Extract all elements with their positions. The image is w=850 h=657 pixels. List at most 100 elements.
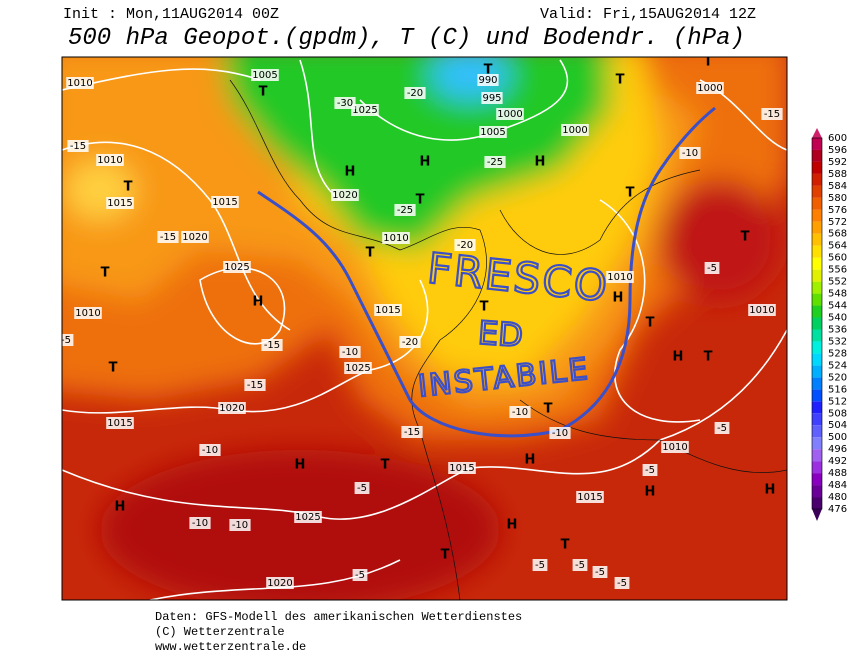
colorbar-label: 588 xyxy=(828,169,847,180)
contour-label: -25 xyxy=(487,157,503,168)
colorbar-label: 492 xyxy=(828,456,847,467)
contour-label: 1010 xyxy=(97,155,122,166)
label-background xyxy=(549,427,571,439)
label-background xyxy=(401,426,423,438)
contour-label: -5 xyxy=(717,423,727,434)
label-background xyxy=(211,196,239,208)
label-background xyxy=(696,82,724,94)
label-background xyxy=(62,334,74,346)
contour-label: 1005 xyxy=(480,127,505,138)
pressure-center: T xyxy=(441,548,450,563)
label-background xyxy=(661,441,689,453)
contour-label: 1010 xyxy=(67,78,92,89)
label-background xyxy=(261,339,283,351)
contour-label: 1000 xyxy=(497,109,522,120)
label-background xyxy=(244,379,266,391)
contour-label: -15 xyxy=(404,427,420,438)
label-background xyxy=(606,271,634,283)
label-background xyxy=(106,197,134,209)
colorbar-label: 532 xyxy=(828,336,847,347)
pressure-center: T xyxy=(741,230,750,245)
label-background xyxy=(592,566,608,578)
colorbar-frame xyxy=(811,137,823,510)
colorbar-label: 592 xyxy=(828,157,847,168)
colorbar-label: 512 xyxy=(828,396,847,407)
contour-label: 1010 xyxy=(662,442,687,453)
contour-label: -10 xyxy=(512,407,528,418)
label-background xyxy=(614,577,630,589)
contour-label: -5 xyxy=(595,567,605,578)
colorbar-segment xyxy=(812,293,822,306)
contour-label: -15 xyxy=(764,109,780,120)
contour-label: 1015 xyxy=(449,463,474,474)
contour-label: -15 xyxy=(160,232,176,243)
contour-label: 1000 xyxy=(697,83,722,94)
colorbar-label: 568 xyxy=(828,229,847,240)
colorbar-segment xyxy=(812,305,822,318)
label-background xyxy=(354,482,370,494)
colorbar-label: 560 xyxy=(828,253,847,264)
contour-label: -30 xyxy=(337,98,353,109)
contour-label: 1025 xyxy=(345,363,370,374)
colorbar-label: 496 xyxy=(828,444,847,455)
contour-label: 1015 xyxy=(212,197,237,208)
colorbar-label: 476 xyxy=(828,504,847,515)
colorbar-label: 488 xyxy=(828,468,847,479)
contour-label: -5 xyxy=(707,263,717,274)
label-background xyxy=(294,511,322,523)
contour-label: -10 xyxy=(552,428,568,439)
pressure-center: H xyxy=(645,485,656,500)
label-background xyxy=(404,87,426,99)
colorbar-label: 556 xyxy=(828,265,847,276)
contour-label: -5 xyxy=(535,560,545,571)
label-background xyxy=(199,444,221,456)
colorbar-segment xyxy=(812,461,822,474)
pressure-center: T xyxy=(124,180,133,195)
contour-label: -15 xyxy=(70,141,86,152)
colorbar-label: 480 xyxy=(828,492,847,503)
pressure-center: T xyxy=(366,246,375,261)
cold-core xyxy=(430,57,510,100)
label-background xyxy=(572,559,588,571)
pressure-center: T xyxy=(480,300,489,315)
label-background xyxy=(344,362,372,374)
colorbar-segment xyxy=(812,257,822,270)
contour-label: -5 xyxy=(617,578,627,589)
colorbar-label: 484 xyxy=(828,480,847,491)
contour-label: 1010 xyxy=(383,233,408,244)
pressure-center: H xyxy=(115,500,126,515)
label-background xyxy=(561,124,589,136)
label-background xyxy=(484,156,506,168)
label-background xyxy=(251,69,279,81)
label-background xyxy=(382,232,410,244)
contour-label: -15 xyxy=(264,340,280,351)
contour-label: 1025 xyxy=(295,512,320,523)
pressure-center: H xyxy=(525,453,536,468)
colorbar-arrow xyxy=(812,128,822,138)
pressure-center: T xyxy=(704,350,713,365)
colorbar-label: 516 xyxy=(828,384,847,395)
colorbar-label: 524 xyxy=(828,360,847,371)
valid-time: Valid: Fri,15AUG2014 12Z xyxy=(540,6,756,23)
label-background xyxy=(679,147,701,159)
label-background xyxy=(66,77,94,89)
contour-label: 1010 xyxy=(749,305,774,316)
pressure-center: T xyxy=(109,361,118,376)
label-background xyxy=(704,262,720,274)
label-background xyxy=(223,261,251,273)
pressure-center: T xyxy=(544,402,553,417)
pressure-center: T xyxy=(381,458,390,473)
contour-label: 1010 xyxy=(607,272,632,283)
label-background xyxy=(266,577,294,589)
contour-label: -10 xyxy=(202,445,218,456)
colorbar-segment xyxy=(812,149,822,162)
colorbar-segment xyxy=(812,341,822,354)
footer-line: Daten: GFS-Modell des amerikanischen Wet… xyxy=(155,610,522,624)
contour-label: 1025 xyxy=(224,262,249,273)
pressure-center: T xyxy=(484,63,493,78)
label-background xyxy=(448,462,476,474)
colorbar-label: 576 xyxy=(828,205,847,216)
label-background xyxy=(509,406,531,418)
pressure-center: H xyxy=(507,518,518,533)
